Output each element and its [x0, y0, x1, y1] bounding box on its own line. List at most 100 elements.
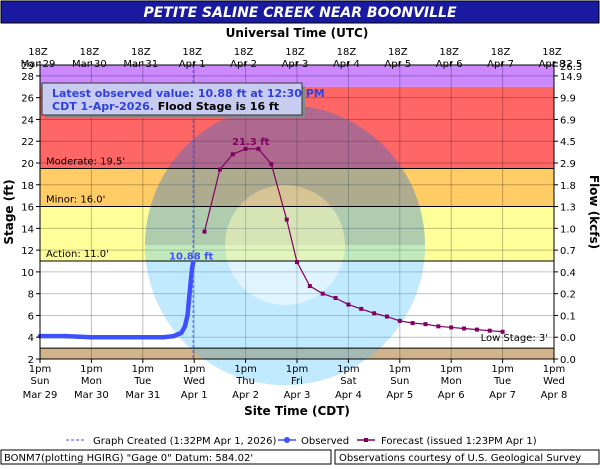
bottom-tick-label-date: Mar 29 — [23, 390, 58, 401]
observed-point — [114, 335, 120, 340]
bottom-tick-label-day: Tue — [493, 376, 511, 387]
bottom-tick-label-hour: 1pm — [543, 364, 565, 375]
band-2 — [40, 206, 554, 261]
bottom-tick-label-hour: 1pm — [183, 364, 205, 375]
bottom-tick-label-hour: 1pm — [286, 364, 308, 375]
forecast-point — [346, 302, 351, 307]
threshold-lines: Moderate: 19.5' Minor: 16.0' Action: 11.0'… — [40, 156, 554, 349]
top-tick-label-date: Apr 8 — [539, 59, 566, 70]
forecast-point — [243, 146, 248, 151]
right-tick-label: 9.9 — [560, 94, 576, 105]
band-5 — [40, 65, 554, 87]
footer-credit-text: Observations courtesy of U.S. Geological… — [339, 453, 581, 464]
bottom-tick-label-hour: 1pm — [440, 364, 462, 375]
info-box-line2: CDT 1-Apr-2026. Flood Stage is 16 ft — [52, 100, 279, 113]
forecast-point — [295, 260, 299, 265]
forecast-point — [462, 326, 467, 331]
grid-lines — [40, 65, 554, 359]
observed-point — [161, 335, 166, 340]
info-box-frame — [41, 82, 303, 116]
left-tick-label: 6 — [28, 311, 34, 322]
info-box-line1: Latest observed value: 10.88 ft at 12:30… — [52, 87, 325, 100]
right-tick-label: 6.9 — [560, 115, 576, 126]
legend-observed-label: Observed — [301, 436, 349, 447]
left-tick-label: 26 — [21, 94, 34, 105]
bottom-tick-label-hour: 1pm — [234, 364, 256, 375]
left-tick-label: 2 — [28, 355, 34, 366]
top-tick-label-date: Apr 7 — [487, 59, 514, 70]
point-labels: 10.88 ft 21.3 ft — [169, 137, 270, 262]
bottom-tick-label-hour: 1pm — [80, 364, 102, 375]
bottom-tick-label-day: Wed — [543, 376, 565, 387]
right-tick-label: 0.0 — [560, 333, 576, 344]
forecast-point — [410, 321, 415, 326]
observed-point — [182, 324, 188, 329]
threshold-label-low: Low Stage: 3' — [481, 333, 548, 344]
left-axis-title: Stage (ft) — [2, 179, 16, 244]
forecast-point — [320, 291, 325, 296]
top-tick-label-date: Apr 5 — [384, 59, 411, 70]
right-tick-label: 26.3 — [560, 62, 582, 73]
bottom-tick-label-hour: 1pm — [389, 364, 411, 375]
top-tick-label-date: Apr 6 — [436, 59, 463, 70]
observed-point — [140, 335, 145, 340]
left-tick-label: 12 — [21, 246, 34, 257]
bottom-tick-label-day: Wed — [183, 376, 205, 387]
right-tick-label: 4.5 — [560, 137, 576, 148]
bottom-tick-label-date: Mar 31 — [125, 390, 160, 401]
forecast-point — [333, 296, 338, 301]
bottom-tick-label-date: Mar 30 — [74, 390, 109, 401]
left-tick-label: 4 — [28, 333, 34, 344]
forecast-point — [217, 167, 222, 172]
right-tick-label: 1.8 — [560, 181, 576, 192]
bottom-tick-label-date: Apr 2 — [232, 390, 259, 401]
observed-point — [89, 335, 94, 340]
observed-series — [37, 260, 196, 340]
bottom-axis-title: Site Time (CDT) — [244, 404, 350, 418]
observed-point — [190, 260, 196, 265]
left-tick-label: 20 — [21, 159, 34, 170]
forecast-point — [474, 327, 479, 332]
bottom-tick-label-day: Thu — [235, 376, 255, 387]
left-tick-label: 29 — [21, 61, 34, 72]
observed-point — [63, 333, 68, 339]
bottom-tick-label-date: Apr 4 — [335, 390, 362, 401]
top-tick-label-hour: 18Z — [285, 47, 305, 58]
title-bar — [0, 0, 600, 24]
footer-id-text: BONM7(plotting HGIRG) "Gage 0" Datum: 58… — [4, 453, 253, 464]
forecast-point — [269, 162, 274, 167]
footer-credit-box — [334, 449, 600, 465]
forecast-point — [423, 322, 428, 327]
left-tick-label: 22 — [21, 137, 34, 148]
top-tick-label-hour: 18Z — [80, 47, 100, 58]
band-0 — [40, 348, 554, 359]
observed-point — [185, 313, 190, 318]
bottom-tick-label-date: Apr 3 — [284, 390, 311, 401]
observed-point — [179, 330, 184, 336]
forecast-point — [436, 324, 441, 329]
forecast-point — [307, 284, 312, 289]
threshold-label-moderate: Moderate: 19.5' — [46, 156, 125, 167]
observed-point — [186, 296, 192, 302]
observed-line — [37, 260, 196, 340]
left-tick-label: 18 — [21, 181, 34, 192]
forecast-point — [372, 311, 377, 316]
right-tick-label: 0.2 — [560, 290, 576, 301]
threshold-label-action: Action: 11.0' — [46, 249, 109, 260]
observed-point — [171, 333, 176, 339]
info-box-line2-flood: Flood Stage is 16 ft — [154, 100, 279, 113]
top-tick-label-date: Apr 1 — [179, 59, 206, 70]
bottom-tick-label-day: Tue — [133, 376, 151, 387]
right-tick-label: 32.5 — [560, 59, 582, 70]
forecast-point — [397, 318, 402, 323]
forecast-line — [203, 148, 503, 333]
forecast-series — [202, 146, 505, 334]
top-axis-title: Universal Time (UTC) — [226, 26, 369, 40]
top-tick-label-date: Apr 2 — [230, 59, 257, 70]
noaa-watermark — [145, 105, 425, 385]
forecast-point — [500, 329, 505, 334]
